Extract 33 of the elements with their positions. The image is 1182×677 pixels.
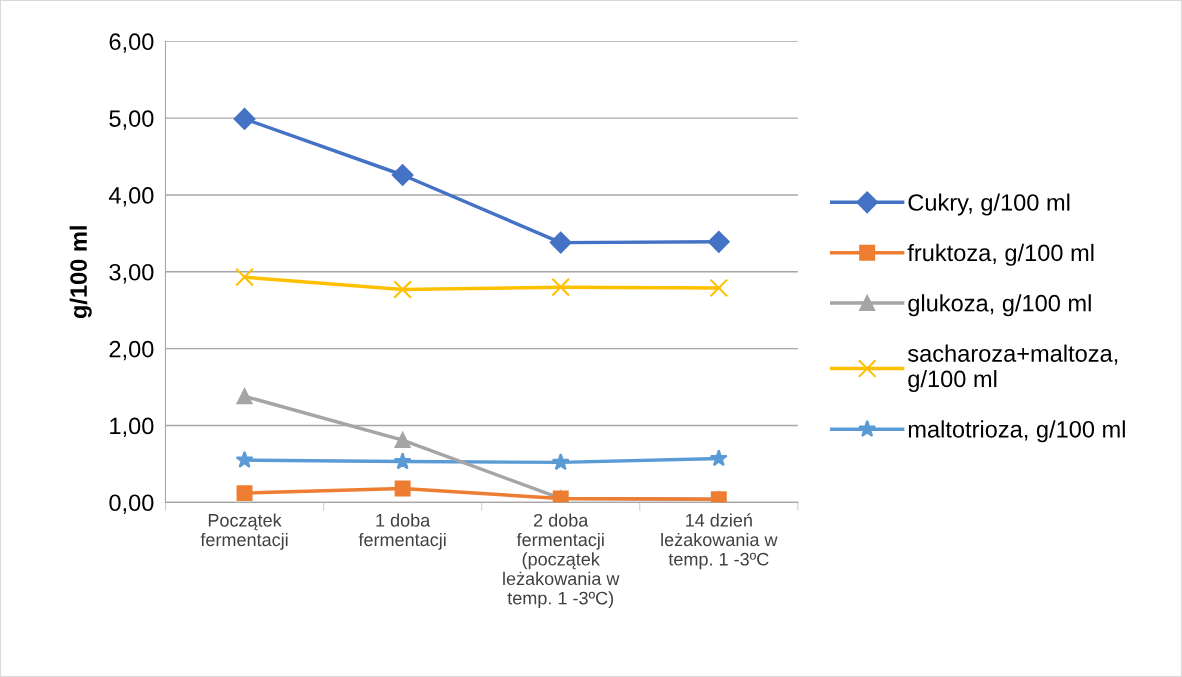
point xyxy=(236,388,253,405)
y-tick-label: 3,00 xyxy=(109,263,154,284)
point xyxy=(235,267,254,287)
point xyxy=(551,277,571,297)
point xyxy=(236,485,253,502)
y-axis-title: g/100 ml xyxy=(69,226,92,319)
point xyxy=(391,164,414,186)
x-tick-label: 2 doba fermentacji (początek leżakowania w temp. 1 -3ºC) xyxy=(503,513,620,609)
point xyxy=(709,278,729,298)
point xyxy=(551,453,570,471)
legend-label: Cukry, g/100 ml xyxy=(908,193,1070,216)
point xyxy=(393,280,412,299)
point xyxy=(394,432,411,449)
y-tick-label: 5,00 xyxy=(109,110,154,130)
x-tick-label: Początek fermentacji xyxy=(200,513,288,550)
y-tick-label: 6,00 xyxy=(109,33,154,53)
point xyxy=(233,108,256,130)
y-tick-label: 0,00 xyxy=(109,494,154,514)
y-tick-label: 1,00 xyxy=(110,417,154,438)
point xyxy=(235,450,254,468)
legend-label: sacharoza+maltoza, g/100 ml xyxy=(907,344,1118,392)
x-tick-label: 14 dzień leżakowania w temp. 1 -3ºC xyxy=(661,513,778,570)
y-tick-label: 2,00 xyxy=(109,340,154,361)
legend-label: glukoza, g/100 ml xyxy=(908,294,1091,317)
legend-label: maltotrioza, g/100 ml xyxy=(908,420,1125,443)
y-tick-label: 4,00 xyxy=(108,187,154,207)
legend-label: fruktoza, g/100 ml xyxy=(907,243,1094,266)
point xyxy=(707,230,730,253)
point xyxy=(709,449,728,467)
point xyxy=(394,480,411,497)
point xyxy=(549,231,572,254)
x-tick-label: 1 doba fermentacji xyxy=(358,513,446,550)
point xyxy=(393,452,412,470)
